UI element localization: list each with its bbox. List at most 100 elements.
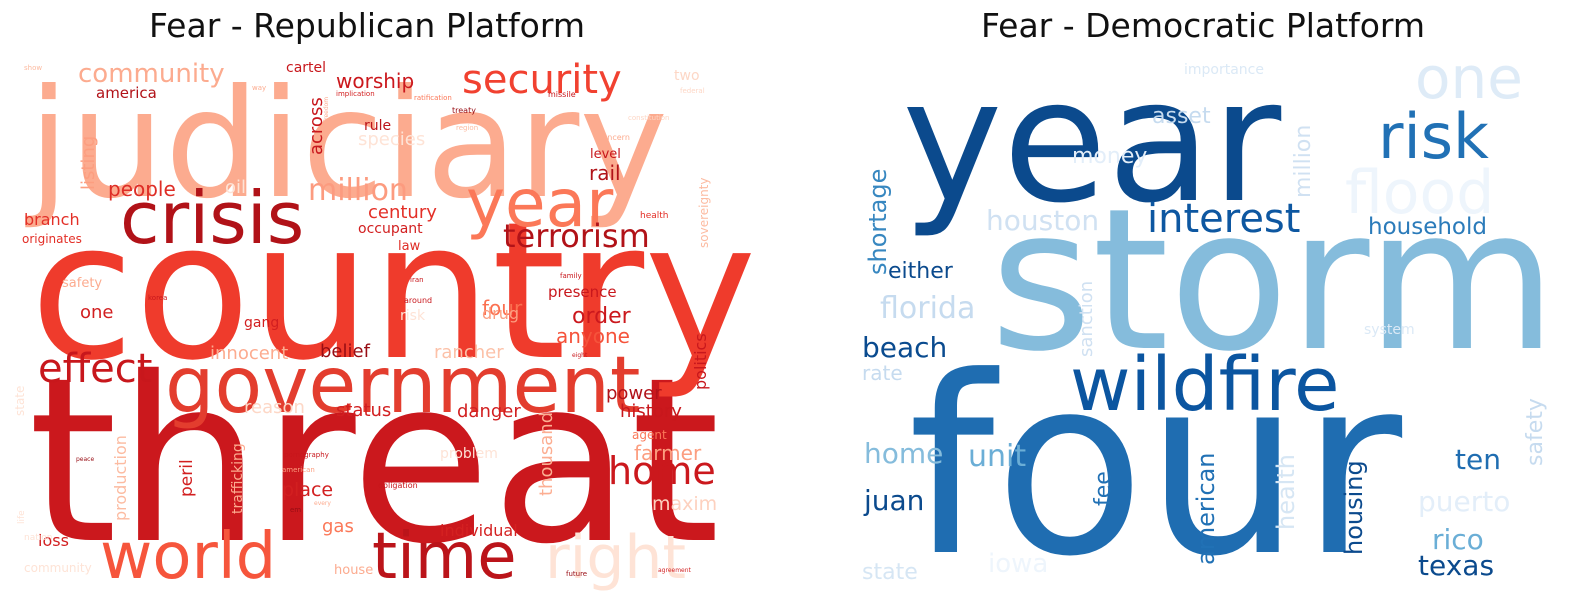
word-loss: loss — [38, 531, 69, 550]
word-agent: agent — [632, 428, 667, 442]
word-originates: originates — [22, 232, 82, 246]
word-around: around — [404, 296, 432, 305]
word-housing: housing — [1340, 460, 1368, 555]
word-one: one — [1415, 44, 1523, 112]
word-order: order — [572, 304, 632, 329]
word-century: century — [368, 202, 437, 223]
word-species: species — [358, 129, 425, 150]
word-peace: peace — [76, 456, 94, 463]
word-innocent: innocent — [210, 343, 288, 364]
word-fee: fee — [1091, 471, 1116, 506]
word-concern: concern — [598, 133, 630, 142]
word-risk: risk — [400, 308, 426, 324]
word-gas: gas — [322, 516, 354, 537]
word-iowa: iowa — [988, 549, 1048, 579]
word-farmer: farmer — [634, 441, 702, 465]
word-two: two — [674, 68, 700, 84]
word-million: million — [1291, 125, 1316, 198]
word-rate: rate — [862, 361, 903, 385]
word-crisis: crisis — [120, 176, 304, 260]
word-across: across — [306, 97, 327, 155]
word-interest: interest — [1147, 196, 1300, 242]
word-eight: eight — [572, 352, 588, 359]
word-maxim: maxim — [652, 493, 717, 515]
word-house: house — [334, 563, 373, 578]
word-year: year — [466, 165, 614, 242]
word-american: american — [282, 466, 315, 474]
word-rancher: rancher — [434, 342, 504, 363]
word-way: way — [252, 84, 266, 92]
word-ten: ten — [1455, 443, 1501, 476]
word-effect: effect — [38, 346, 152, 392]
word-people: people — [108, 177, 176, 201]
word-sanction: sanction — [1076, 281, 1097, 357]
chart-title-republican: Fear - Republican Platform — [149, 6, 585, 45]
word-one: one — [80, 302, 114, 323]
word-region: region — [456, 124, 478, 132]
word-safety: safety — [1523, 398, 1548, 466]
word-pornography: pornography — [284, 451, 329, 459]
word-shortage: shortage — [864, 169, 892, 275]
word-state: state — [862, 560, 918, 585]
word-money: money — [1072, 144, 1147, 169]
word-nation: nation — [24, 533, 52, 543]
word-million: million — [308, 173, 408, 208]
word-country: country — [30, 181, 757, 402]
word-korea: korea — [148, 294, 167, 302]
word-oil: oil — [225, 177, 246, 198]
word-politics: politics — [691, 333, 710, 390]
word-history: history — [620, 401, 682, 422]
word-presence: presence — [548, 283, 617, 301]
word-worship: worship — [336, 69, 414, 93]
word-problem: problem — [440, 446, 498, 462]
word-life: life — [17, 510, 27, 524]
word-danger: danger — [457, 401, 521, 422]
word-future: future — [566, 570, 587, 578]
word-family: family — [560, 272, 582, 280]
word-constitution: constitution — [628, 114, 670, 122]
word-gang: gang — [244, 315, 279, 331]
word-occupant: occupant — [358, 221, 423, 237]
word-health: health — [640, 211, 669, 221]
word-importance: importance — [1184, 62, 1264, 78]
word-houston: houston — [986, 204, 1099, 237]
word-safety: safety — [62, 276, 102, 291]
word-trafficking: trafficking — [230, 443, 246, 514]
word-ratification: ratification — [414, 94, 452, 102]
word-health: health — [1272, 454, 1300, 530]
word-florida: florida — [880, 291, 975, 326]
word-status: status — [336, 400, 391, 421]
word-freedom: freedom — [323, 97, 330, 122]
word-household: household — [1368, 214, 1487, 240]
word-branch: branch — [24, 210, 80, 229]
word-federal: federal — [680, 87, 705, 95]
word-place: place — [282, 479, 333, 501]
word-reason: reason — [244, 397, 305, 418]
word-cartel: cartel — [286, 60, 326, 76]
word-community: community — [78, 59, 225, 89]
word-wildfire: wildfire — [1070, 342, 1340, 428]
word-obligation: obligation — [378, 481, 418, 490]
word-terrorism: terrorism — [503, 217, 650, 255]
word-belief: belief — [320, 341, 371, 362]
word-either: either — [888, 259, 954, 284]
word-every: every — [314, 500, 331, 507]
word-risk: risk — [1378, 100, 1489, 173]
word-year: year — [902, 43, 1281, 241]
word-four: four — [908, 325, 1403, 606]
word-puerto: puerto — [1418, 485, 1510, 518]
word-peril: peril — [177, 459, 197, 497]
word-american: american — [1192, 453, 1220, 566]
word-rico: rico — [1432, 523, 1484, 556]
word-missile: missile — [548, 90, 576, 99]
word-right: right — [545, 523, 686, 593]
word-rule: rule — [364, 118, 391, 134]
word-security: security — [462, 57, 622, 103]
word-threat: threat — [28, 328, 720, 594]
word-individual: individual — [440, 521, 518, 540]
word-home: home — [864, 437, 943, 470]
word-state: state — [13, 386, 27, 416]
word-agreement: agreement — [658, 567, 692, 574]
word-treaty: treaty — [452, 106, 476, 115]
